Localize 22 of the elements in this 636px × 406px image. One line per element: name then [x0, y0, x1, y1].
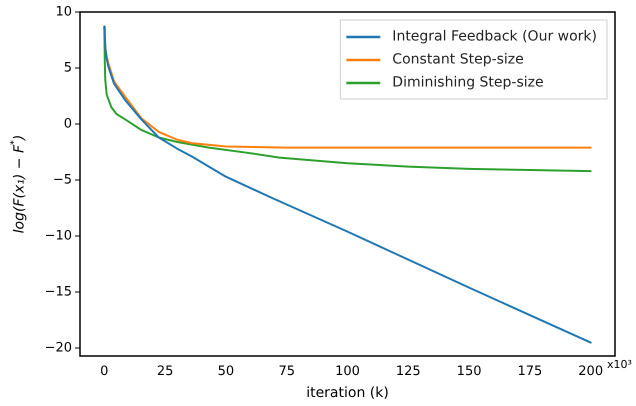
y-tick-label: −20: [44, 340, 72, 356]
text: x10³: [607, 358, 632, 371]
x-tick-label: 125: [396, 364, 421, 380]
y-tick-label: −10: [44, 228, 72, 244]
x-axis-title: iteration (k): [306, 385, 389, 402]
y-tick-label: −5: [52, 172, 72, 188]
y-tick-label: −15: [44, 284, 72, 300]
x-tick-label: 200: [578, 364, 604, 380]
legend-label: Diminishing Step-size: [392, 74, 544, 91]
x-tick-label: 100: [335, 364, 360, 380]
legend-label: Integral Feedback (Our work): [392, 28, 598, 45]
legend-label: Constant Step-size: [392, 52, 524, 68]
y-tick-label: 5: [64, 60, 72, 76]
x-tick-label: 150: [456, 364, 482, 380]
y-tick-label: 0: [64, 116, 72, 132]
x-tick-label: 0: [100, 364, 108, 380]
y-axis-title: log(F(x₁) − F*): [8, 134, 28, 234]
x-tick-label: 75: [278, 364, 295, 380]
x-tick-label: 25: [156, 364, 174, 380]
x-tick-label: 50: [218, 364, 234, 380]
x-tick-label: 175: [517, 364, 542, 380]
y-tick-label: 10: [55, 4, 72, 20]
